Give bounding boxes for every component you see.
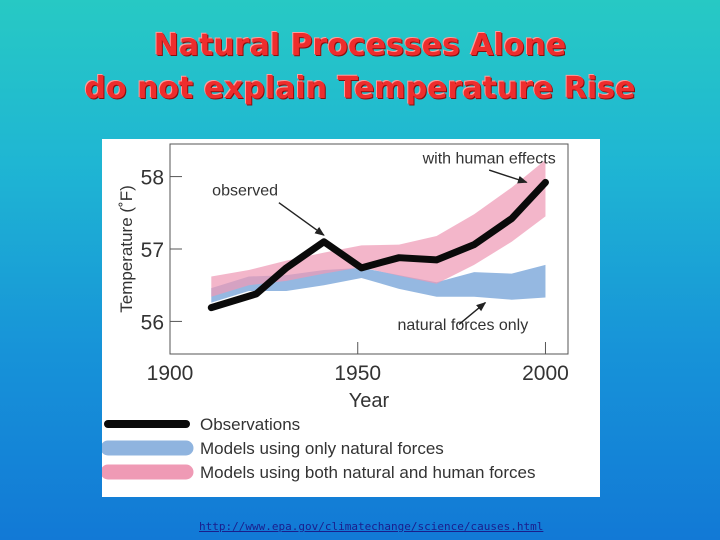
x-axis-label: Year <box>349 390 390 412</box>
annotation-arrow <box>278 202 325 236</box>
chart-panel: 56 57 58 1900 1950 2000 with human effects obs… <box>102 139 600 497</box>
axis-ticks: 56 57 58 1900 1950 2000 <box>141 167 569 385</box>
temperature-chart: 56 57 58 1900 1950 2000 with human effects obs… <box>102 143 569 482</box>
legend-natural-and-human-label: Models using both natural and human forc… <box>200 463 535 482</box>
annotation-arrow <box>488 169 528 184</box>
source-link[interactable]: http://www.epa.gov/climatechange/science… <box>199 520 544 533</box>
title-line-1: Natural Processes Alone <box>153 28 567 63</box>
y-axis-label: Temperature (˚F) <box>117 185 136 313</box>
with-human-effects-annotation: with human effects <box>422 151 556 168</box>
observations-line <box>207 178 549 312</box>
x-tick-label: 2000 <box>522 362 569 385</box>
annotations: with human effects observed natural forces… <box>212 151 556 335</box>
observations-line-layer <box>207 178 549 312</box>
x-tick-label: 1900 <box>147 362 194 385</box>
y-tick-label: 58 <box>141 167 164 190</box>
chart-legend: Observations Models using only natural fo… <box>102 415 535 482</box>
title-line-2: do not explain Temperature Rise <box>84 71 636 106</box>
legend-observations-label: Observations <box>200 415 300 434</box>
slide-title: Natural Processes Alone do not explain T… <box>0 24 720 110</box>
y-tick-label: 57 <box>141 239 164 262</box>
y-tick-label: 56 <box>141 311 164 334</box>
natural-forces-only-annotation: natural forces only <box>398 317 529 334</box>
x-tick-label: 1950 <box>334 362 381 385</box>
observed-annotation: observed <box>212 182 278 199</box>
annotation-arrow <box>458 301 487 325</box>
legend-natural-only-label: Models using only natural forces <box>200 439 444 458</box>
